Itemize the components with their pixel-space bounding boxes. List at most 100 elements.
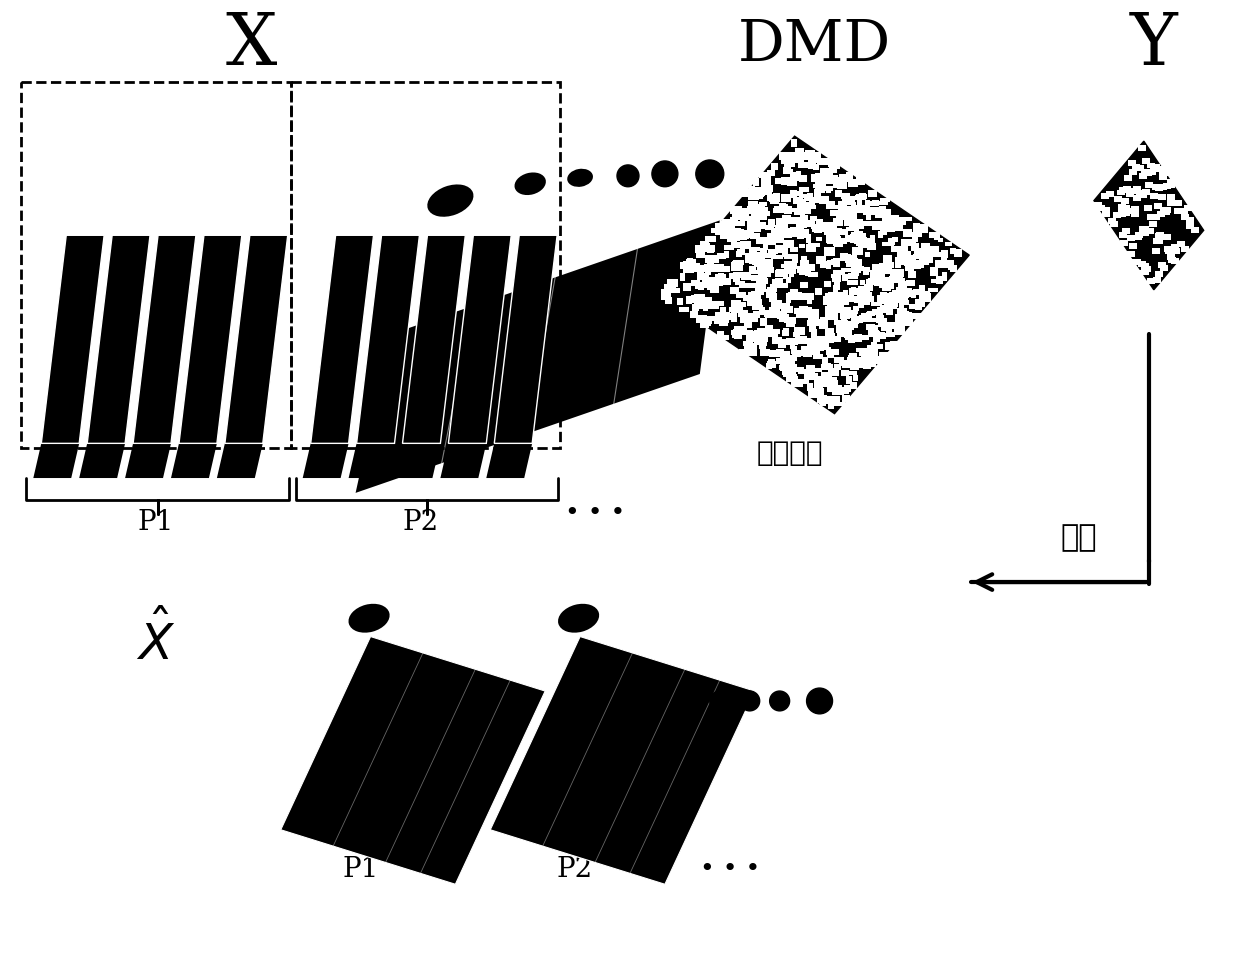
Bar xyxy=(829,293,836,300)
Bar xyxy=(795,157,804,163)
Bar xyxy=(942,272,947,281)
Bar xyxy=(833,258,840,265)
Bar xyxy=(731,300,741,307)
Bar xyxy=(721,223,729,230)
Bar xyxy=(1187,223,1194,228)
Circle shape xyxy=(807,688,833,714)
Bar xyxy=(725,266,730,272)
Bar xyxy=(862,316,871,322)
Bar xyxy=(828,387,836,392)
Bar xyxy=(715,273,726,280)
Bar xyxy=(819,222,825,228)
Bar xyxy=(872,224,881,230)
Bar xyxy=(805,152,818,159)
Bar xyxy=(950,266,957,272)
Bar xyxy=(742,331,750,335)
Bar xyxy=(798,228,804,233)
Bar xyxy=(761,202,767,206)
Bar xyxy=(856,231,864,240)
Bar xyxy=(795,148,804,155)
Bar xyxy=(698,267,704,272)
Bar xyxy=(787,178,797,186)
Bar xyxy=(794,198,800,205)
Bar xyxy=(852,206,861,212)
Bar xyxy=(820,395,828,403)
Bar xyxy=(748,313,757,320)
Bar xyxy=(703,297,712,302)
Text: DMD: DMD xyxy=(738,17,891,73)
Bar xyxy=(792,346,798,354)
Bar xyxy=(730,206,740,214)
Bar xyxy=(750,233,761,239)
Bar xyxy=(870,201,876,206)
Bar xyxy=(800,215,807,222)
Bar xyxy=(710,302,719,310)
Bar xyxy=(769,307,781,315)
Bar xyxy=(1129,160,1136,165)
Bar xyxy=(839,206,849,215)
Bar xyxy=(732,261,737,268)
Bar xyxy=(1120,240,1127,246)
Bar xyxy=(772,312,783,318)
Bar xyxy=(753,337,761,344)
Bar xyxy=(928,246,935,250)
Bar xyxy=(764,325,773,334)
Bar xyxy=(1121,206,1130,211)
Bar xyxy=(890,340,898,346)
Bar xyxy=(913,228,919,235)
Bar xyxy=(1121,209,1130,216)
Bar xyxy=(846,295,852,299)
Bar xyxy=(1158,175,1167,181)
Bar xyxy=(836,292,847,298)
Bar xyxy=(834,364,841,370)
Bar xyxy=(790,342,795,350)
Bar xyxy=(784,231,792,238)
Bar xyxy=(851,202,856,207)
Bar xyxy=(901,252,911,258)
Bar xyxy=(835,236,840,242)
Bar xyxy=(679,307,689,312)
Bar xyxy=(743,295,748,301)
Bar xyxy=(880,226,891,230)
Bar xyxy=(834,319,844,324)
Bar xyxy=(748,193,758,200)
Bar xyxy=(750,185,755,191)
Bar xyxy=(829,396,840,403)
Bar xyxy=(840,212,849,218)
Bar xyxy=(789,317,797,324)
Ellipse shape xyxy=(567,169,593,186)
Bar xyxy=(777,221,788,228)
Bar xyxy=(871,302,882,306)
Bar xyxy=(855,267,864,271)
Bar xyxy=(798,162,809,168)
Bar xyxy=(797,171,802,176)
Bar xyxy=(733,307,743,312)
Bar xyxy=(737,214,745,220)
Bar xyxy=(872,264,883,272)
Bar xyxy=(712,277,720,286)
Bar xyxy=(823,362,830,367)
Bar xyxy=(813,184,824,188)
Bar xyxy=(866,352,876,359)
Bar xyxy=(847,268,860,272)
Bar xyxy=(886,329,892,337)
Bar xyxy=(1123,186,1131,192)
Bar xyxy=(825,201,835,209)
Bar xyxy=(783,355,789,359)
Bar xyxy=(731,314,737,322)
Bar xyxy=(814,189,821,198)
Bar xyxy=(737,250,746,254)
Bar xyxy=(805,195,813,201)
Bar xyxy=(843,362,852,368)
Bar xyxy=(916,299,926,307)
Bar xyxy=(866,317,877,322)
Bar xyxy=(793,208,803,212)
Bar xyxy=(886,307,893,315)
Bar xyxy=(1121,228,1130,233)
Bar xyxy=(757,254,762,260)
Bar xyxy=(916,305,922,310)
Circle shape xyxy=(652,161,678,186)
Bar xyxy=(901,312,912,320)
Bar xyxy=(825,186,833,191)
Bar xyxy=(881,280,892,285)
